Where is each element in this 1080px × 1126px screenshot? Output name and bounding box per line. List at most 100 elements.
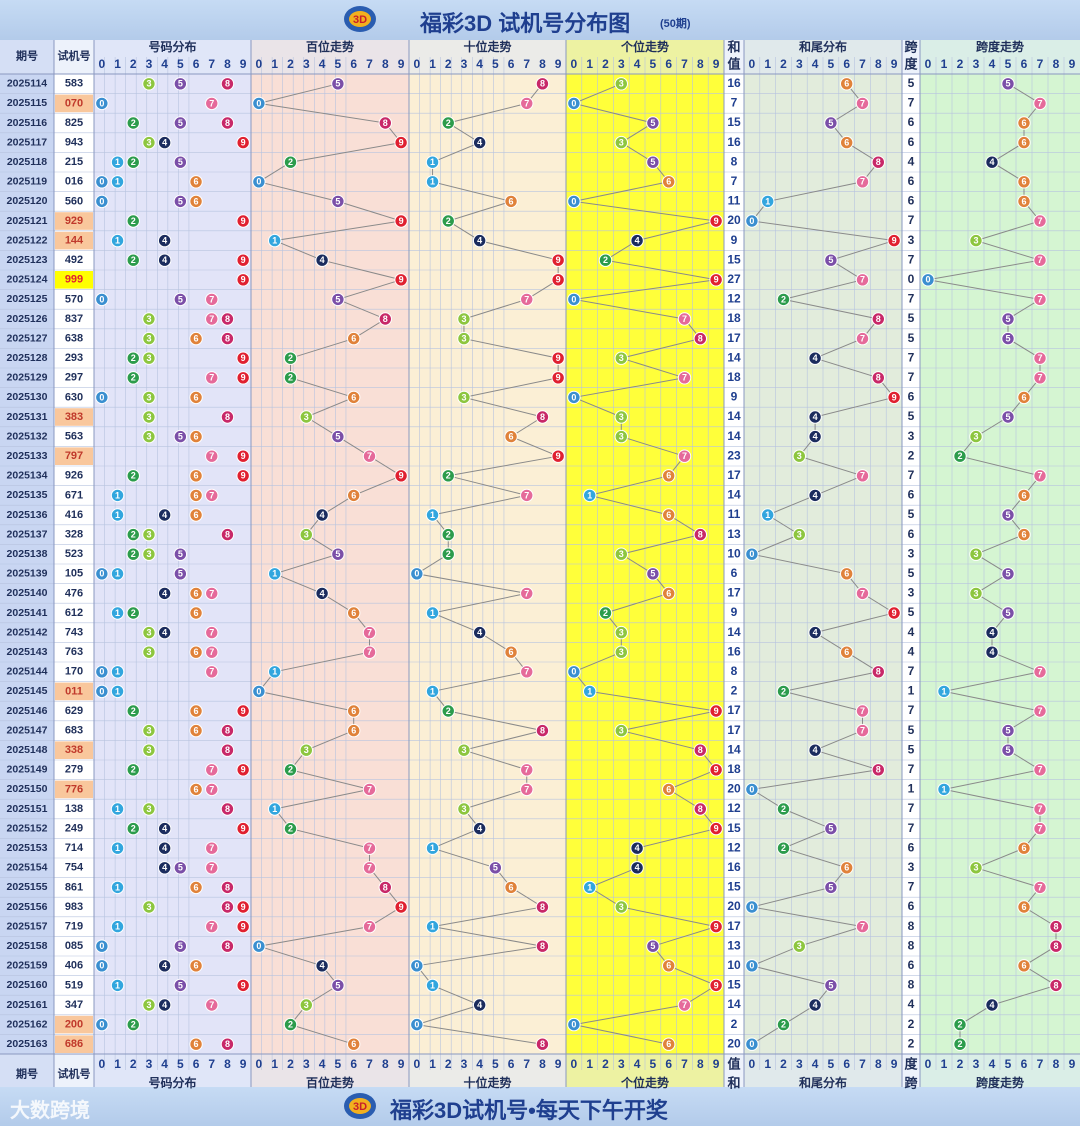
- span-cell: 7: [908, 96, 915, 110]
- tens-ball: [410, 959, 424, 973]
- units-ball-label: 3: [619, 725, 624, 735]
- dist-ball: [189, 586, 203, 601]
- number-cell: 293: [65, 352, 83, 364]
- dist-ball: [142, 312, 156, 326]
- span-cell: 4: [908, 997, 915, 1011]
- units-ball-label: 6: [666, 471, 671, 481]
- dist-ball: [95, 959, 109, 973]
- tens-ball: [425, 919, 440, 934]
- number-cell: 686: [65, 1038, 83, 1050]
- period-cell: 2025134: [7, 470, 48, 482]
- dist-digit-header: 5: [177, 57, 184, 71]
- tail-digit-header-bottom: 7: [859, 1057, 866, 1071]
- dist-ball-label: 2: [131, 157, 136, 167]
- period-cell: 2025141: [7, 607, 48, 619]
- dist-ball: [220, 331, 235, 346]
- dist-ball: [189, 331, 203, 346]
- hundreds-ball: [283, 351, 298, 365]
- tail-ball-label: 8: [876, 314, 881, 324]
- dist-ball: [126, 763, 140, 777]
- tail-ball-label: 3: [797, 941, 802, 951]
- dist-digit-header-bottom: 6: [193, 1057, 200, 1071]
- hundreds-ball: [283, 155, 298, 169]
- dist-ball: [110, 606, 125, 620]
- units-ball: [630, 841, 644, 855]
- units-ball-label: 3: [619, 431, 624, 441]
- uni-digit-header-bottom: 8: [697, 1057, 704, 1071]
- dist-ball-label: 3: [146, 333, 151, 343]
- tens-ball: [472, 233, 487, 248]
- period-cell: 2025154: [7, 862, 48, 874]
- dist-ball-label: 0: [99, 941, 104, 951]
- dist-ball: [236, 821, 250, 836]
- span-cell: 0: [908, 272, 915, 286]
- tail-ball: [840, 135, 854, 150]
- span-header-top-bottom: 跨: [904, 1075, 918, 1090]
- period-cell: 2025119: [7, 176, 47, 188]
- units-ball-label: 5: [650, 941, 655, 951]
- ten-digit-header-bottom: 0: [414, 1057, 421, 1071]
- dist-ball: [126, 1017, 140, 1032]
- tens-ball-label: 2: [446, 706, 451, 716]
- period-cell: 2025131: [7, 411, 48, 423]
- number-cell: 671: [65, 489, 83, 501]
- tens-ball-label: 8: [540, 1039, 545, 1049]
- hundreds-ball: [394, 214, 408, 228]
- dist-ball-label: 1: [115, 510, 120, 520]
- spanT-trend-line: [927, 83, 1058, 1045]
- tens-ball: [441, 214, 455, 228]
- units-ball-label: 9: [714, 921, 719, 931]
- hundreds-ball-label: 5: [335, 431, 340, 441]
- dist-ball: [220, 77, 235, 91]
- tens-ball: [520, 782, 534, 797]
- dist-ball: [205, 312, 219, 326]
- units-ball-label: 3: [619, 353, 624, 363]
- dist-ball: [236, 273, 250, 287]
- units-ball: [709, 821, 723, 836]
- span-ball: [1001, 508, 1015, 522]
- dist-ball-label: 7: [209, 667, 214, 677]
- dist-ball: [220, 312, 235, 326]
- tens-ball-label: 0: [414, 1019, 419, 1029]
- period-cell: 2025143: [7, 646, 48, 658]
- tens-ball-label: 8: [540, 412, 545, 422]
- dist-ball: [110, 841, 125, 855]
- span-ball: [953, 1017, 967, 1032]
- span-cell: 2: [908, 1017, 915, 1031]
- number-cell: 683: [65, 725, 83, 737]
- tail-ball: [824, 116, 838, 130]
- number-cell: 105: [65, 568, 83, 580]
- dist-ball: [110, 802, 125, 816]
- tens-ball: [472, 821, 487, 836]
- tail-ball-label: 9: [892, 608, 897, 618]
- tens-ball-label: 2: [446, 529, 451, 539]
- number-cell: 638: [65, 333, 83, 345]
- tail-ball-label: 3: [797, 529, 802, 539]
- number-cell-highlight: [55, 780, 93, 799]
- hundreds-ball: [315, 959, 329, 973]
- hundreds-ball: [252, 939, 266, 953]
- number-cell: 754: [65, 862, 84, 874]
- dist-ball: [189, 782, 203, 797]
- hundreds-ball: [331, 292, 345, 307]
- units-ball-label: 8: [698, 529, 703, 539]
- dist-ball-label: 8: [225, 941, 230, 951]
- sum-cell: 16: [727, 644, 741, 658]
- units-ball: [567, 194, 581, 209]
- number-cell: 328: [65, 529, 83, 541]
- span-ball-label: 4: [989, 157, 994, 167]
- tail-digit-header: 3: [796, 57, 803, 71]
- dist-ball: [220, 900, 235, 914]
- hundreds-ball: [362, 782, 377, 797]
- dist-ball: [126, 469, 140, 483]
- tail-digit-header-bottom: 8: [875, 1057, 882, 1071]
- tail-digit-header: 1: [764, 57, 771, 71]
- span-cell: 7: [908, 821, 915, 835]
- dist-ball: [157, 625, 172, 640]
- hundreds-ball-label: 2: [288, 1019, 293, 1029]
- hun-digit-header-bottom: 1: [271, 1057, 278, 1071]
- hun-digit-header: 8: [382, 57, 389, 71]
- dist-ball-label: 6: [194, 1039, 199, 1049]
- dist-ball-label: 3: [146, 549, 151, 559]
- dist-ball: [205, 488, 219, 503]
